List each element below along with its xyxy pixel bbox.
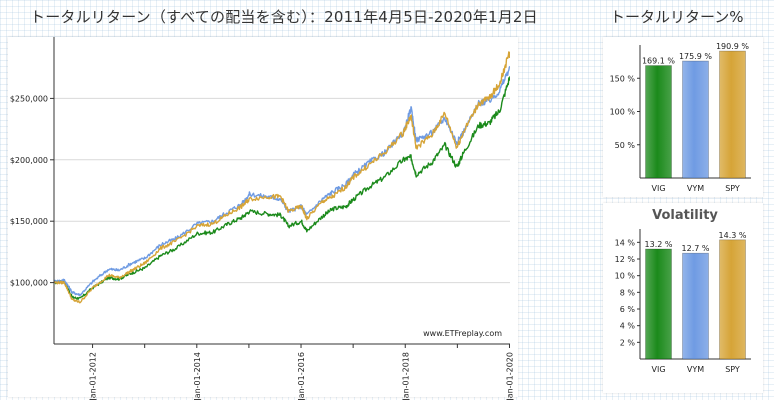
total-return-bar-chart: 50 % 100 % 150 % 169.1 % VIG 175.9 % VYM 190.9 … — [610, 42, 751, 193]
series-line-vig — [54, 76, 510, 300]
growth-chart: $100,000 $150,000 $200,000 $250,000 Jan-01-2… — [10, 37, 514, 400]
bar-value-label: 12.7 % — [682, 244, 710, 253]
bar-category-label: VIG — [651, 184, 665, 193]
series-line-spy — [54, 51, 510, 304]
bar-y-tick-label: 100 % — [610, 108, 636, 117]
bar-category-label: SPY — [725, 184, 740, 193]
bar-category-label: VYM — [687, 365, 704, 374]
volatility-bar-chart: Volatility 2 % 4 % 6 % 8 % 10 % 12 % 14 % 13.2 … — [615, 208, 751, 374]
bar-y-tick-label: 10 % — [615, 272, 636, 281]
bar-y-tick-label: 8 % — [620, 288, 636, 297]
bar-value-label: 190.9 % — [716, 42, 749, 51]
bar-value-label: 14.3 % — [719, 231, 747, 240]
y-tick-label: $100,000 — [10, 279, 48, 288]
y-tick-label: $200,000 — [10, 156, 48, 165]
series-line-vym — [54, 65, 510, 297]
bar-y-tick-label: 2 % — [620, 338, 636, 347]
volatility-bar-panel: Volatility 2 % 4 % 6 % 8 % 10 % 12 % 14 % 13.2 … — [603, 203, 763, 393]
bar-vig — [645, 65, 672, 179]
bar-spy — [719, 50, 746, 179]
x-tick-label: Jan-01-2020 — [505, 352, 514, 400]
bar-y-tick-label: 6 % — [620, 305, 636, 314]
volatility-title: Volatility — [652, 208, 718, 223]
bar-vig — [645, 248, 672, 360]
bar-y-tick-label: 50 % — [615, 141, 636, 150]
bar-y-tick-label: 12 % — [615, 255, 636, 264]
growth-chart-panel: $100,000 $150,000 $200,000 $250,000 Jan-01-2… — [8, 37, 518, 400]
bar-vym — [682, 252, 709, 360]
x-tick-label: Jan-01-2012 — [89, 352, 98, 400]
bar-y-tick-label: 150 % — [610, 74, 636, 83]
bar-category-label: VIG — [651, 365, 665, 374]
bar-y-tick-label: 4 % — [620, 322, 636, 331]
bar-value-label: 175.9 % — [679, 52, 712, 61]
bar-category-label: SPY — [725, 365, 740, 374]
total-return-bar-panel: 50 % 100 % 150 % 169.1 % VIG 175.9 % VYM 190.9 … — [603, 37, 763, 197]
x-tick-label: Jan-01-2018 — [401, 352, 410, 400]
bar-category-label: VYM — [687, 184, 704, 193]
bar-spy — [719, 239, 746, 360]
bar-y-tick-label: 14 % — [615, 238, 636, 247]
total-return-title: トータルリターン% — [610, 8, 744, 26]
y-tick-label: $150,000 — [10, 217, 48, 226]
bar-vym — [682, 60, 709, 179]
bar-value-label: 169.1 % — [642, 57, 675, 66]
bar-value-label: 13.2 % — [645, 240, 673, 249]
x-tick-label: Jan-01-2016 — [297, 352, 306, 400]
y-tick-label: $250,000 — [10, 94, 48, 103]
x-tick-label: Jan-01-2014 — [193, 352, 202, 400]
watermark: www.ETFreplay.com — [423, 329, 502, 338]
page-title: トータルリターン（すべての配当を含む）：2011年4月5日-2020年1月2日 — [30, 8, 538, 26]
